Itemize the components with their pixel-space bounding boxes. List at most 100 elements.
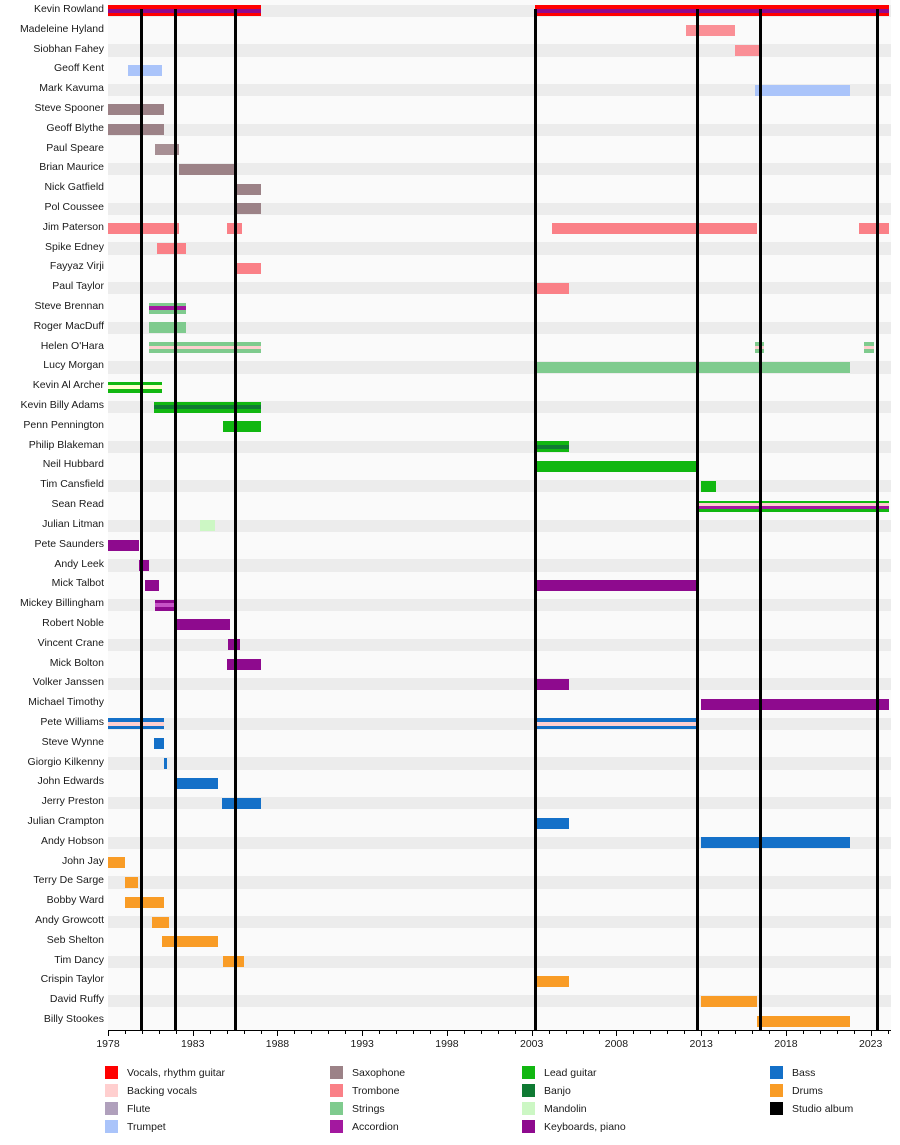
bar-stripe bbox=[535, 725, 700, 730]
row-label-mark-kavuma: Mark Kavuma bbox=[39, 82, 104, 95]
row-label-mickey-billingham: Mickey Billingham bbox=[19, 597, 104, 610]
axis-tick-minor bbox=[175, 1030, 177, 1034]
plot-area bbox=[108, 0, 891, 1030]
timeline-bar bbox=[174, 777, 219, 789]
row-band bbox=[108, 995, 891, 1008]
row-band bbox=[108, 163, 891, 176]
timeline-bar bbox=[226, 659, 261, 671]
legend-item-saxophone: Saxophone bbox=[330, 1064, 405, 1081]
row-band bbox=[108, 440, 891, 453]
studio-album-line bbox=[174, 9, 178, 1030]
timeline-bar bbox=[179, 163, 236, 175]
row-band bbox=[108, 757, 891, 770]
row-label-spike-edney: Spike Edney bbox=[45, 240, 104, 253]
row-label-terry-de-sarge: Terry De Sarge bbox=[33, 874, 104, 887]
bar-stripe bbox=[108, 718, 164, 723]
axis-tick-label: 2013 bbox=[689, 1038, 713, 1050]
timeline-bar bbox=[163, 758, 168, 770]
row-label-jim-paterson: Jim Paterson bbox=[42, 220, 104, 233]
row-band bbox=[108, 400, 891, 414]
bar-stripe bbox=[148, 306, 186, 310]
axis-tick-minor bbox=[887, 1030, 889, 1034]
row-label-mick-talbot: Mick Talbot bbox=[51, 577, 104, 590]
axis-tick-minor bbox=[565, 1030, 567, 1034]
row-label-kevin-rowland: Kevin Rowland bbox=[33, 2, 104, 15]
legend-label: Mandolin bbox=[544, 1102, 587, 1115]
axis-tick-major bbox=[701, 1030, 703, 1036]
timeline-bar bbox=[138, 560, 149, 572]
row-label-pete-williams: Pete Williams bbox=[40, 715, 104, 728]
legend-swatch bbox=[105, 1084, 118, 1097]
row-label-tim-cansfield: Tim Cansfield bbox=[40, 478, 104, 491]
row-label-nick-gatfield: Nick Gatfield bbox=[44, 181, 104, 194]
bar-stripe bbox=[699, 503, 890, 507]
bar-stripe bbox=[858, 223, 890, 235]
timeline-bar bbox=[108, 857, 125, 869]
axis-tick-minor bbox=[413, 1030, 415, 1034]
row-band bbox=[108, 678, 891, 691]
bar-stripe bbox=[108, 722, 164, 726]
bar-stripe bbox=[108, 385, 163, 390]
bar-stripe bbox=[155, 144, 180, 156]
axis-tick-minor bbox=[141, 1030, 143, 1034]
legend-swatch bbox=[330, 1066, 343, 1079]
bar-stripe bbox=[863, 342, 875, 346]
bar-stripe bbox=[108, 124, 164, 136]
axis-tick-label: 1988 bbox=[265, 1038, 290, 1050]
row-label-madeleine-hyland: Madeleine Hyland bbox=[19, 22, 104, 35]
row-label-michael-timothy: Michael Timothy bbox=[28, 696, 104, 709]
axis-tick-minor bbox=[379, 1030, 381, 1034]
axis-tick-major bbox=[192, 1030, 194, 1036]
axis-tick-minor bbox=[243, 1030, 245, 1034]
studio-album-line bbox=[533, 9, 537, 1030]
timeline-bar bbox=[535, 441, 569, 453]
row-band bbox=[108, 915, 891, 929]
axis-tick-label: 2008 bbox=[604, 1038, 629, 1050]
legend-label: Flute bbox=[127, 1102, 151, 1115]
studio-album-line bbox=[875, 9, 879, 1030]
row-label-paul-speare: Paul Speare bbox=[46, 141, 104, 154]
bar-stripe bbox=[108, 5, 261, 10]
legend-item-strings: Strings bbox=[330, 1100, 405, 1117]
bar-stripe bbox=[535, 448, 569, 453]
axis-tick-minor bbox=[158, 1030, 160, 1034]
legend-swatch bbox=[522, 1120, 535, 1133]
timeline-bar bbox=[153, 738, 164, 750]
legend-item-trumpet: Trumpet bbox=[105, 1118, 225, 1135]
studio-album-line bbox=[759, 9, 762, 1030]
bar-stripe bbox=[148, 342, 261, 346]
timeline-bar bbox=[535, 817, 569, 829]
legend-swatch bbox=[105, 1120, 118, 1133]
bar-stripe bbox=[535, 579, 700, 591]
row-label-philip-blakeman: Philip Blakeman bbox=[28, 438, 104, 451]
timeline-bar bbox=[108, 223, 180, 235]
bar-stripe bbox=[235, 262, 261, 274]
row-label-bobby-ward: Bobby Ward bbox=[46, 894, 104, 907]
legend-item-trombone: Trombone bbox=[330, 1082, 405, 1099]
bar-stripe bbox=[535, 975, 569, 987]
timeline-bar bbox=[108, 124, 164, 136]
bar-stripe bbox=[685, 25, 736, 37]
axis-tick-minor bbox=[226, 1030, 228, 1034]
axis-tick-minor bbox=[480, 1030, 482, 1034]
row-label-helen-o-hara: Helen O'Hara bbox=[40, 339, 104, 352]
row-band bbox=[108, 44, 891, 57]
row-label-penn-pennington: Penn Pennington bbox=[23, 418, 104, 431]
timeline-bar bbox=[535, 361, 851, 373]
axis-tick-minor bbox=[836, 1030, 838, 1034]
bar-stripe bbox=[108, 540, 139, 552]
bar-stripe bbox=[701, 995, 758, 1007]
row-label-geoff-blythe: Geoff Blythe bbox=[46, 121, 104, 134]
bar-stripe bbox=[535, 718, 700, 723]
bar-stripe bbox=[108, 389, 163, 393]
bar-stripe bbox=[108, 12, 261, 17]
axis-tick-minor bbox=[124, 1030, 126, 1034]
axis-tick-label: 2018 bbox=[774, 1038, 798, 1050]
timeline-bar bbox=[148, 342, 261, 354]
bar-stripe bbox=[535, 460, 700, 472]
legend-column: Saxophone Trombone Strings Accordion bbox=[330, 1064, 405, 1136]
timeline-bar bbox=[124, 876, 139, 888]
timeline-bar bbox=[145, 579, 159, 591]
row-label-andy-hobson: Andy Hobson bbox=[40, 834, 104, 847]
axis-tick-major bbox=[446, 1030, 448, 1036]
